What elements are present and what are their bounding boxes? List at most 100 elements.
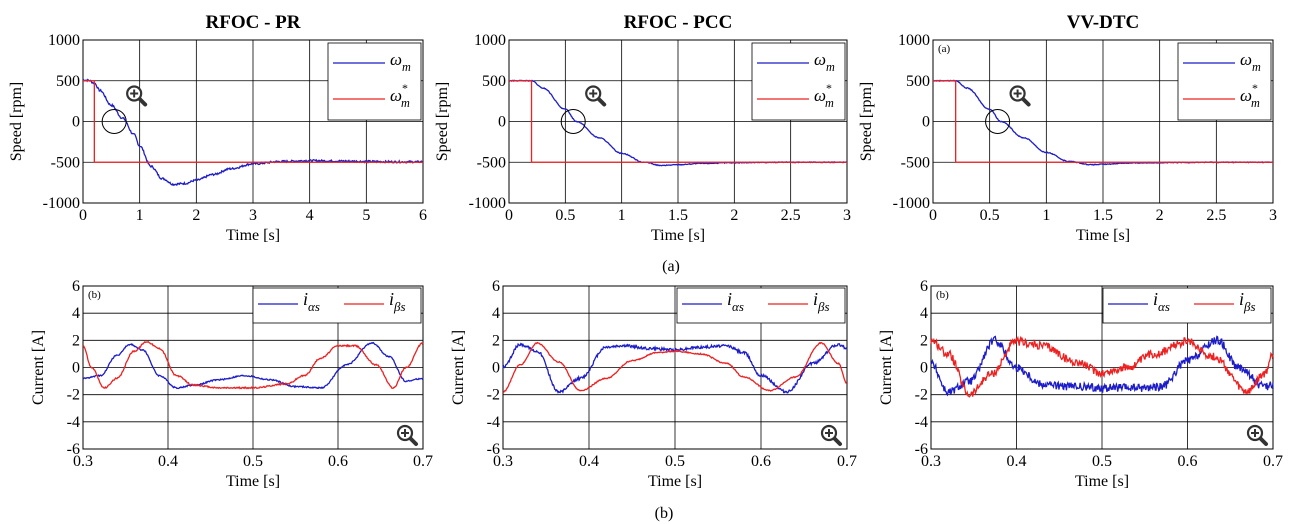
- chart-title: RFOC - PCC: [624, 12, 733, 33]
- y-axis-label: Speed [rpm]: [8, 82, 25, 162]
- x-axis-label: Time [s]: [226, 227, 280, 244]
- series-line: [82, 341, 424, 390]
- legend-label: iαs: [1153, 289, 1170, 314]
- y-tick-label: -4: [67, 414, 80, 431]
- y-tick-label: 4: [72, 305, 80, 322]
- y-axis-label: Speed [rpm]: [434, 82, 451, 162]
- chart-title: VV-DTC: [1067, 12, 1139, 33]
- y-tick-label: 500: [56, 73, 80, 90]
- zoom-in-icon: [585, 85, 607, 107]
- y-tick-label: 0: [492, 360, 500, 377]
- panel-tag: (b): [88, 289, 101, 301]
- y-tick-label: 4: [492, 305, 500, 322]
- y-tick-label: -6: [487, 441, 500, 458]
- legend: iαs iβs: [676, 287, 846, 324]
- x-tick-label: 1: [618, 207, 626, 224]
- x-tick-label: 0.3: [493, 453, 513, 470]
- x-tick-label: 0.7: [413, 453, 433, 470]
- zoom-in-icon: [1009, 85, 1031, 107]
- chart-title: RFOC - PR: [206, 12, 301, 33]
- legend-label: iβs: [813, 289, 830, 314]
- legend-box: [751, 42, 846, 121]
- legend: ωm ω* m: [1177, 42, 1272, 121]
- zoom-in-icon: [820, 424, 842, 446]
- x-tick-label: 0.6: [328, 453, 348, 470]
- x-tick-label: 0.5: [243, 453, 263, 470]
- y-axis-label: Current [A]: [450, 330, 467, 405]
- legend-box: [1177, 42, 1272, 121]
- x-tick-label: 1.5: [1093, 207, 1113, 224]
- x-tick-label: 0.4: [1007, 453, 1027, 470]
- x-tick-label: 2: [730, 207, 738, 224]
- x-tick-label: 2.5: [1206, 207, 1226, 224]
- y-tick-label: 0: [920, 360, 928, 377]
- x-tick-label: 1: [1042, 207, 1050, 224]
- x-axis-label: Time [s]: [651, 227, 705, 244]
- x-tick-label: 0.3: [73, 453, 93, 470]
- panel-tag: (a): [938, 43, 951, 55]
- y-tick-label: 0: [72, 114, 80, 131]
- x-tick-label: 0.7: [1263, 453, 1283, 470]
- legend-label: iαs: [303, 289, 320, 314]
- x-tick-label: 2: [1156, 207, 1164, 224]
- zoom-in-icon: [1246, 424, 1268, 446]
- legend-label: iβs: [1239, 289, 1256, 314]
- y-tick-label: 2: [492, 332, 500, 349]
- legend-label: iαs: [727, 289, 744, 314]
- y-tick-label: -2: [487, 387, 500, 404]
- y-tick-label: -1000: [893, 195, 930, 212]
- y-tick-label: 1000: [474, 32, 506, 49]
- y-tick-label: 500: [482, 73, 506, 90]
- y-tick-label: 0: [498, 114, 506, 131]
- x-tick-label: 0: [929, 207, 937, 224]
- x-tick-label: 1: [136, 207, 144, 224]
- series-line: [82, 78, 424, 187]
- legend: ωm ω* m: [751, 42, 846, 121]
- x-tick-label: 3: [249, 207, 257, 224]
- y-axis-label: Speed [rpm]: [858, 82, 875, 162]
- x-tick-label: 2: [192, 207, 200, 224]
- x-axis-label: Time [s]: [226, 473, 280, 490]
- y-tick-label: 4: [920, 305, 928, 322]
- series-line: [933, 80, 1273, 163]
- legend-label: ωm: [814, 50, 835, 74]
- y-tick-label: -500: [51, 154, 80, 171]
- x-tick-label: 0.4: [579, 453, 599, 470]
- y-tick-label: -4: [915, 414, 928, 431]
- series-line: [930, 335, 1274, 397]
- x-tick-label: 5: [362, 207, 370, 224]
- y-tick-label: 500: [906, 73, 930, 90]
- legend: iαs iβs: [1102, 287, 1272, 324]
- y-tick-label: 6: [72, 278, 80, 295]
- y-tick-label: 6: [920, 278, 928, 295]
- y-axis-label: Current [A]: [878, 330, 895, 405]
- y-tick-label: -6: [915, 441, 928, 458]
- zoom-marker-circle: [985, 109, 1011, 134]
- x-axis-label: Time [s]: [1075, 473, 1129, 490]
- legend-box: [327, 42, 422, 121]
- legend-label: ω* m: [814, 81, 834, 110]
- caption-a: (a): [662, 258, 680, 275]
- x-tick-label: 0: [505, 207, 513, 224]
- x-tick-label: 6: [419, 207, 427, 224]
- x-tick-label: 4: [306, 207, 314, 224]
- y-tick-label: 6: [492, 278, 500, 295]
- y-tick-label: -1000: [469, 195, 506, 212]
- legend-label: ωm: [1240, 50, 1261, 74]
- x-tick-label: 0.5: [980, 207, 1000, 224]
- y-tick-label: 0: [72, 360, 80, 377]
- y-tick-label: 2: [72, 332, 80, 349]
- x-tick-label: 3: [1269, 207, 1277, 224]
- series-line: [930, 335, 1274, 398]
- x-tick-label: 0.5: [555, 207, 575, 224]
- y-tick-label: 1000: [898, 32, 930, 49]
- x-tick-label: 1.5: [668, 207, 688, 224]
- zoom-in-icon: [126, 85, 148, 107]
- y-tick-label: -4: [487, 414, 500, 431]
- x-tick-label: 0.6: [1178, 453, 1198, 470]
- x-tick-label: 0.4: [158, 453, 178, 470]
- x-tick-label: 0.6: [751, 453, 771, 470]
- legend-label: ωm: [390, 50, 411, 74]
- x-tick-label: 0.5: [665, 453, 685, 470]
